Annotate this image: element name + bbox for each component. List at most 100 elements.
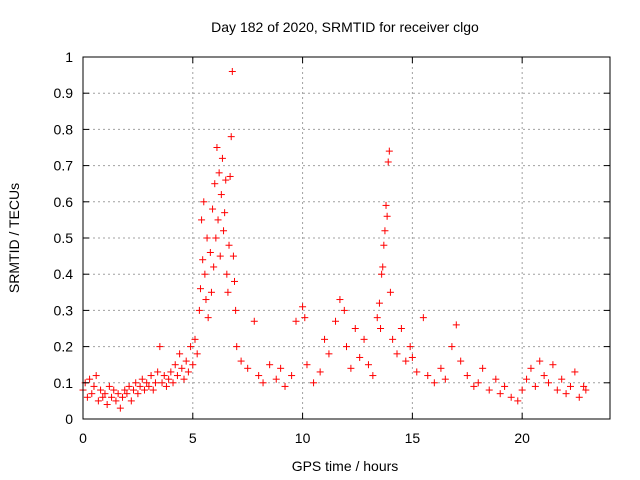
data-point (281, 382, 289, 390)
chart-title: Day 182 of 2020, SRMTID for receiver clg… (211, 19, 479, 35)
data-point (343, 343, 350, 351)
data-point (310, 379, 318, 387)
data-point (119, 393, 127, 401)
data-point (231, 277, 239, 285)
data-point (571, 368, 579, 376)
data-point (90, 382, 98, 390)
data-point (536, 357, 544, 365)
data-point (419, 314, 427, 322)
data-point (299, 303, 307, 311)
data-point (169, 379, 177, 387)
data-point (202, 296, 210, 304)
data-point (545, 379, 553, 387)
data-point (215, 169, 223, 177)
data-point (527, 364, 535, 372)
data-point (549, 361, 557, 369)
data-point (121, 386, 129, 394)
data-point (437, 364, 445, 372)
data-point (83, 393, 91, 401)
data-point (332, 317, 340, 325)
x-tick-label: 0 (79, 430, 87, 446)
data-point (379, 263, 387, 271)
y-axis-label: SRMTID / TECUs (6, 183, 22, 293)
data-point (237, 357, 245, 365)
data-point (167, 368, 175, 376)
data-point (103, 401, 111, 409)
data-point (457, 357, 465, 365)
data-point (375, 299, 383, 307)
data-point (189, 361, 197, 369)
data-point (193, 350, 201, 358)
data-point (88, 390, 96, 398)
data-point (380, 241, 388, 249)
data-point (178, 364, 186, 372)
data-point (191, 335, 199, 343)
y-tick-label: 0 (65, 411, 73, 427)
data-point (393, 350, 401, 358)
data-point (523, 375, 531, 383)
data-point (383, 212, 391, 220)
data-point (123, 390, 131, 398)
data-point (518, 386, 526, 394)
data-point (424, 372, 432, 380)
y-tick-label: 0.5 (54, 230, 74, 246)
data-point (97, 386, 105, 394)
data-point (325, 350, 333, 358)
data-point (210, 263, 218, 271)
data-point (356, 353, 364, 361)
data-point (182, 357, 190, 365)
data-point (501, 382, 509, 390)
data-point (272, 375, 280, 383)
data-point (540, 372, 548, 380)
data-point (377, 325, 385, 332)
data-point (151, 379, 159, 387)
data-point (430, 379, 438, 387)
data-point (138, 375, 146, 383)
y-tick-label: 0.3 (54, 302, 74, 318)
data-point (244, 364, 252, 372)
data-point (463, 372, 471, 380)
data-point (195, 306, 203, 314)
data-point (226, 172, 234, 180)
data-point (402, 357, 410, 365)
data-point (94, 397, 102, 405)
data-point (474, 379, 482, 387)
gridlines (83, 57, 610, 419)
data-point (206, 248, 214, 256)
data-point (562, 390, 570, 398)
x-tick-label: 15 (405, 430, 421, 446)
data-point (212, 234, 220, 242)
data-point (266, 361, 274, 369)
y-tick-label: 0.4 (54, 266, 74, 282)
data-point (292, 317, 300, 325)
data-point (199, 256, 207, 264)
data-point (130, 386, 138, 394)
data-point (213, 144, 221, 151)
data-point (160, 372, 168, 380)
data-point (485, 386, 493, 394)
data-point (364, 361, 372, 369)
data-point (277, 364, 285, 372)
data-point (232, 306, 240, 314)
data-point (553, 386, 561, 394)
data-point (575, 393, 583, 401)
data-point (207, 288, 215, 296)
data-point (156, 343, 164, 351)
y-tick-label: 1 (65, 49, 73, 65)
data-point (214, 216, 222, 224)
data-point (116, 404, 124, 412)
data-point (225, 241, 233, 249)
data-point (203, 234, 211, 242)
y-tick-label: 0.6 (54, 194, 74, 210)
data-point (385, 147, 393, 155)
data-point (101, 390, 109, 398)
data-point (397, 325, 405, 332)
data-point (316, 368, 324, 376)
data-point (369, 372, 377, 380)
data-point (452, 321, 460, 329)
data-point (378, 270, 386, 278)
y-tick-label: 0.2 (54, 339, 74, 355)
data-point (99, 393, 107, 401)
data-point (336, 296, 344, 304)
data-point (347, 364, 355, 372)
